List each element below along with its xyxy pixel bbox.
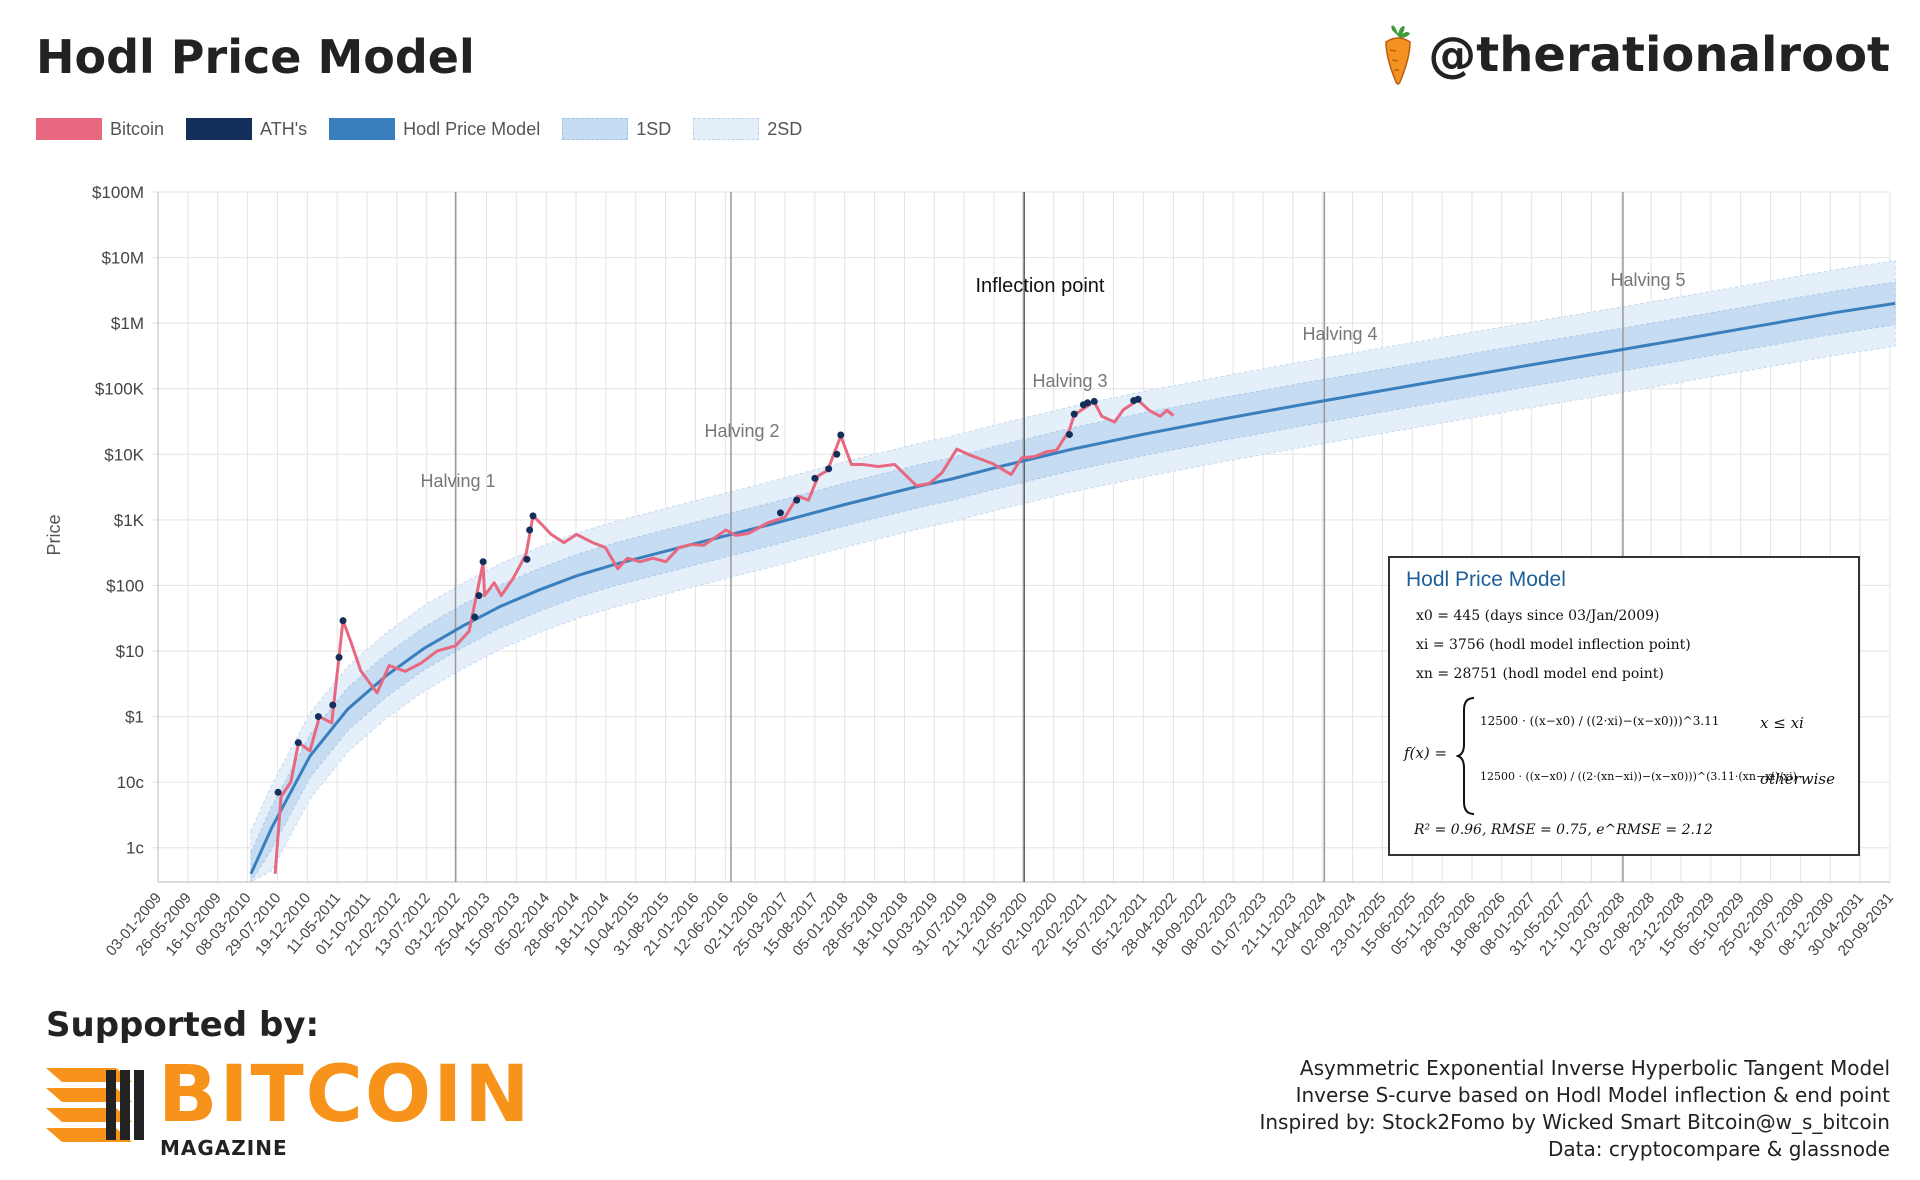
ath-point: [526, 526, 534, 534]
model-box-title: Hodl Price Model: [1406, 568, 1566, 591]
ath-point: [811, 474, 819, 482]
curly-brace-icon: [1456, 697, 1475, 815]
fit-statistics: R² = 0.96, RMSE = 0.75, e^RMSE = 2.12: [1414, 822, 1713, 838]
ath-point: [825, 465, 833, 473]
legend-label-aths: ATH's: [260, 118, 308, 139]
handle-text: @therationalroot: [1428, 27, 1890, 83]
f-label: f(x) =: [1404, 744, 1448, 762]
logo-wordmark: BITCOIN: [158, 1050, 532, 1140]
legend-item-2sd[interactable]: 2SD: [693, 118, 802, 140]
formula-case-1-condition: x ≤ xi: [1760, 714, 1804, 732]
bitcoin-line: [273, 398, 1175, 874]
page-title: Hodl Price Model: [36, 30, 475, 84]
ath-point: [793, 496, 801, 504]
halving-label: Halving 5: [1610, 270, 1685, 290]
formula-case-1: 12500 · ((x−x0) / ((2·xi)−(x−x0)))^3.11: [1480, 714, 1720, 728]
piecewise-formula: f(x) = 12500 · ((x−x0) / ((2·xi)−(x−x0))…: [1404, 696, 1844, 816]
ath-point: [479, 558, 487, 566]
xi-definition: xi = 3756 (hodl model inflection point): [1416, 637, 1691, 653]
ath-point: [274, 788, 282, 796]
author-handle: @therationalroot: [1380, 24, 1890, 86]
legend-swatch-aths: [186, 118, 253, 140]
y-tick-label: $1K: [114, 511, 145, 530]
carrot-icon: [1385, 25, 1412, 85]
model-line: [249, 301, 1896, 875]
ath-point: [329, 701, 337, 709]
legend-swatch-1sd: [562, 118, 629, 140]
ath-point: [1134, 395, 1142, 403]
y-tick-label: $1: [125, 708, 144, 727]
model-info-box: Hodl Price Model x0 = 445 (days since 03…: [1388, 556, 1860, 856]
ath-point: [294, 739, 302, 747]
ath-point: [833, 450, 841, 458]
y-tick-label: $10M: [101, 249, 144, 268]
band-1sd: [250, 281, 1896, 884]
y-axis-title: Price: [44, 514, 64, 555]
y-tick-label: $10: [116, 642, 144, 661]
legend-swatch-2sd: [693, 118, 760, 140]
halving-label: Halving 2: [704, 421, 779, 441]
ath-point: [314, 713, 322, 721]
ath-point: [1090, 397, 1098, 405]
hodl-price-chart: 1c 10c $1 $10 $100 $1K $10K $100K $1M $10M $100M Pr…: [44, 183, 1897, 959]
formula-case-2-condition: otherwise: [1760, 770, 1835, 788]
ath-point: [475, 592, 483, 600]
ath-point: [1084, 399, 1092, 407]
y-tick-label: $10K: [104, 445, 144, 464]
legend-label-1sd: 1SD: [636, 118, 672, 139]
y-tick-label: $100K: [95, 380, 145, 399]
note-line-1: Asymmetric Exponential Inverse Hyperboli…: [1299, 1056, 1890, 1080]
y-tick-label: 1c: [126, 839, 144, 858]
chart-legend: Bitcoin ATH's Hodl Price Model 1SD 2SD: [36, 118, 824, 140]
halving-label: Halving 3: [1032, 371, 1107, 391]
formula-case-2: 12500 · ((x−x0) / ((2·(xn−xi))−(x−x0)))^…: [1480, 770, 1797, 783]
legend-swatch-bitcoin: [36, 118, 102, 140]
halving-label: Halving 4: [1302, 324, 1377, 344]
ath-point: [776, 509, 784, 517]
logo-subtitle: MAGAZINE: [160, 1136, 288, 1160]
ath-point: [471, 613, 479, 621]
ath-point: [837, 431, 845, 439]
bitcoin-magazine-logo: BITCOIN MAGAZINE: [46, 1050, 566, 1160]
note-line-3: Inspired by: Stock2Fomo by Wicked Smart …: [1259, 1110, 1890, 1134]
legend-item-aths[interactable]: ATH's: [186, 118, 307, 140]
inflection-label: Inflection point: [976, 275, 1105, 297]
ath-point: [335, 653, 343, 661]
note-line-4: Data: cryptocompare & glassnode: [1547, 1137, 1890, 1161]
legend-item-model[interactable]: Hodl Price Model: [329, 118, 540, 140]
x0-definition: x0 = 445 (days since 03/Jan/2009): [1416, 608, 1660, 624]
legend-item-1sd[interactable]: 1SD: [562, 118, 671, 140]
legend-label-2sd: 2SD: [767, 118, 803, 139]
ath-point: [523, 555, 531, 563]
ath-point: [1065, 431, 1073, 439]
ath-point: [529, 512, 537, 520]
note-line-2: Inverse S-curve based on Hodl Model infl…: [1295, 1083, 1890, 1107]
y-tick-label: $100: [106, 576, 144, 595]
y-tick-label: $1M: [111, 314, 144, 333]
supported-by-label: Supported by:: [46, 1005, 320, 1045]
ath-point: [339, 617, 347, 625]
legend-item-bitcoin[interactable]: Bitcoin: [36, 118, 164, 140]
xn-definition: xn = 28751 (hodl model end point): [1416, 666, 1664, 682]
ath-point: [1070, 410, 1078, 418]
y-tick-label: 10c: [117, 773, 145, 792]
halving-label: Halving 1: [420, 471, 495, 491]
bitcoin-magazine-mark-icon: [46, 1068, 144, 1142]
legend-swatch-model: [329, 118, 396, 140]
legend-label-model: Hodl Price Model: [403, 118, 541, 139]
legend-label-bitcoin: Bitcoin: [110, 118, 165, 139]
y-tick-label: $100M: [92, 183, 144, 202]
chart-notes: Asymmetric Exponential Inverse Hyperboli…: [1259, 1055, 1890, 1163]
